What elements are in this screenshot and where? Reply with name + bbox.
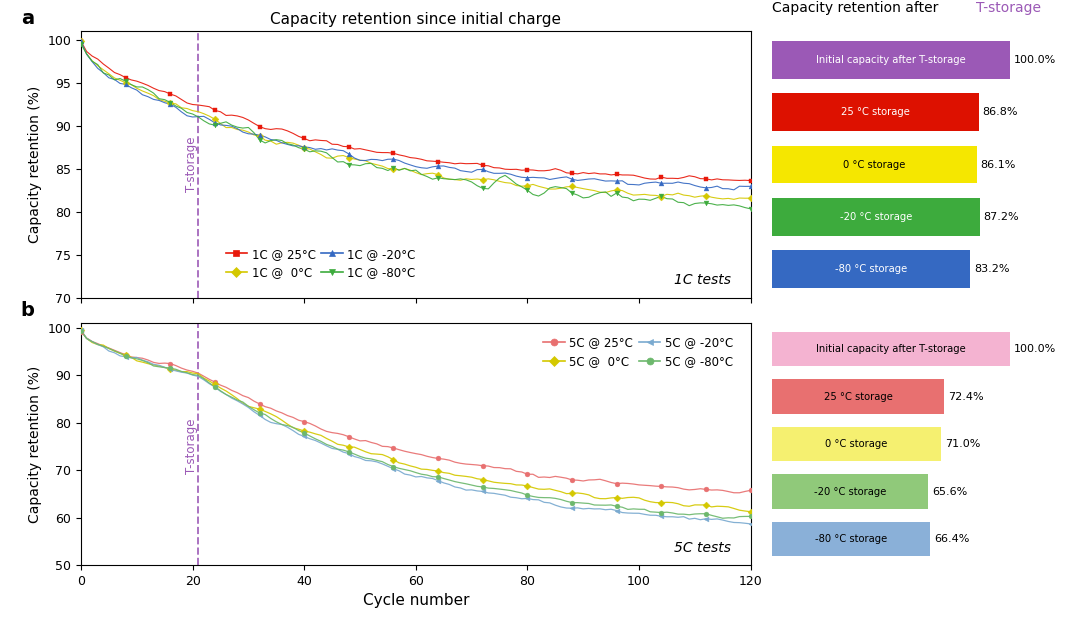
Text: -80 °C storage: -80 °C storage: [815, 534, 888, 544]
Text: Initial capacity after T-storage: Initial capacity after T-storage: [816, 344, 966, 354]
Text: 25 °C storage: 25 °C storage: [824, 391, 893, 402]
Text: 71.0%: 71.0%: [945, 439, 981, 449]
Text: -80 °C storage: -80 °C storage: [835, 265, 907, 274]
Y-axis label: Capacity retention (%): Capacity retention (%): [28, 86, 42, 243]
Bar: [772, 146, 977, 183]
Bar: [772, 198, 980, 236]
Text: 72.4%: 72.4%: [948, 391, 984, 402]
Text: 65.6%: 65.6%: [932, 486, 967, 497]
Legend: 1C @ 25°C, 1C @  0°C, 1C @ -20°C, 1C @ -80°C: 1C @ 25°C, 1C @ 0°C, 1C @ -20°C, 1C @ -8…: [220, 243, 420, 284]
X-axis label: Cycle number: Cycle number: [363, 594, 469, 609]
Text: 5C tests: 5C tests: [674, 542, 730, 555]
Bar: [772, 474, 929, 509]
Text: 86.8%: 86.8%: [983, 107, 1017, 117]
Text: 66.4%: 66.4%: [934, 534, 969, 544]
Text: 87.2%: 87.2%: [983, 212, 1018, 222]
Bar: [772, 41, 1010, 79]
Text: 0 °C storage: 0 °C storage: [843, 160, 906, 170]
Text: -20 °C storage: -20 °C storage: [840, 212, 913, 222]
Bar: [772, 332, 1010, 366]
Bar: [772, 522, 930, 556]
Text: 25 °C storage: 25 °C storage: [841, 107, 910, 117]
Bar: [772, 93, 978, 131]
Text: 83.2%: 83.2%: [974, 265, 1009, 274]
Text: 1C tests: 1C tests: [674, 273, 730, 288]
Text: 100.0%: 100.0%: [1014, 55, 1056, 65]
Text: 100.0%: 100.0%: [1014, 344, 1056, 354]
Text: T-storage: T-storage: [976, 1, 1041, 15]
Bar: [772, 250, 970, 288]
Text: T-storage: T-storage: [185, 137, 198, 193]
Text: 86.1%: 86.1%: [981, 160, 1016, 170]
Legend: 5C @ 25°C, 5C @  0°C, 5C @ -20°C, 5C @ -80°C: 5C @ 25°C, 5C @ 0°C, 5C @ -20°C, 5C @ -8…: [539, 331, 738, 373]
Title: Capacity retention since initial charge: Capacity retention since initial charge: [270, 12, 562, 27]
Text: T-storage: T-storage: [185, 419, 198, 474]
Text: a: a: [21, 9, 33, 29]
Text: b: b: [21, 302, 35, 320]
Bar: [772, 379, 945, 414]
Text: -20 °C storage: -20 °C storage: [814, 486, 887, 497]
Text: Capacity retention after: Capacity retention after: [772, 1, 943, 15]
Text: Initial capacity after T-storage: Initial capacity after T-storage: [816, 55, 966, 65]
Text: 0 °C storage: 0 °C storage: [825, 439, 888, 449]
Y-axis label: Capacity retention (%): Capacity retention (%): [28, 365, 42, 523]
Bar: [772, 427, 941, 461]
